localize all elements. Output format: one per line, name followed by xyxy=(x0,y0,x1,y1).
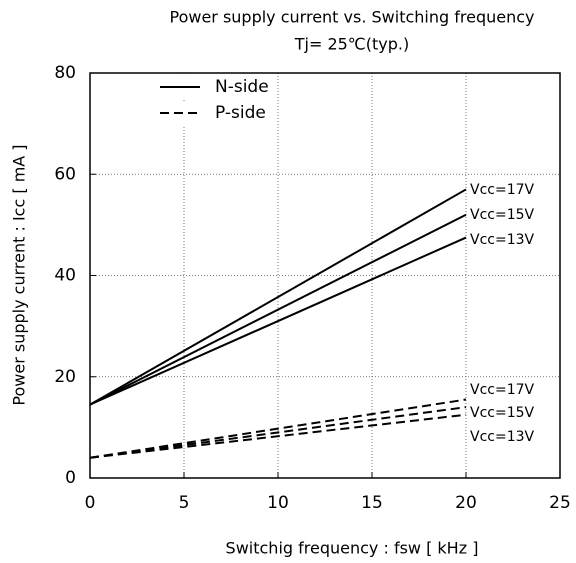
legend-bg xyxy=(150,101,270,125)
series-line xyxy=(89,188,467,406)
plot-frame xyxy=(89,72,561,479)
x-tick-label: 10 xyxy=(267,493,289,513)
series-label: Vcc=17V xyxy=(470,182,535,198)
legend-label: N-side xyxy=(215,77,269,97)
y-tick-label: 0 xyxy=(65,468,76,488)
y-tick-label: 20 xyxy=(54,367,76,387)
series-label: Vcc=15V xyxy=(470,405,535,421)
chart-subtitle: Tj= 25℃(typ.) xyxy=(294,35,410,54)
series-label: Vcc=17V xyxy=(470,382,535,398)
x-axis-label: Switchig frequency : fsw [ kHz ] xyxy=(226,539,479,558)
x-tick-label: 5 xyxy=(179,493,190,513)
series-line xyxy=(89,213,467,406)
chart-title: Power supply current vs. Switching frequ… xyxy=(169,8,534,27)
y-tick-label: 40 xyxy=(54,266,76,286)
y-axis-label: Power supply current : Icc [ mA ] xyxy=(10,144,29,405)
x-tick-label: 0 xyxy=(85,493,96,513)
legend-label: P-side xyxy=(215,103,266,123)
x-tick-label: 25 xyxy=(549,493,571,513)
y-tick-label: 80 xyxy=(54,63,76,83)
series-line xyxy=(89,406,467,459)
series-label: Vcc=15V xyxy=(470,207,535,223)
x-tick-label: 20 xyxy=(455,493,477,513)
series-label: Vcc=13V xyxy=(470,232,535,248)
series-line xyxy=(89,413,467,459)
series-line xyxy=(89,398,467,459)
y-tick-label: 60 xyxy=(54,164,76,184)
series-label: Vcc=13V xyxy=(470,429,535,445)
x-tick-label: 15 xyxy=(361,493,383,513)
series-line xyxy=(89,236,467,406)
